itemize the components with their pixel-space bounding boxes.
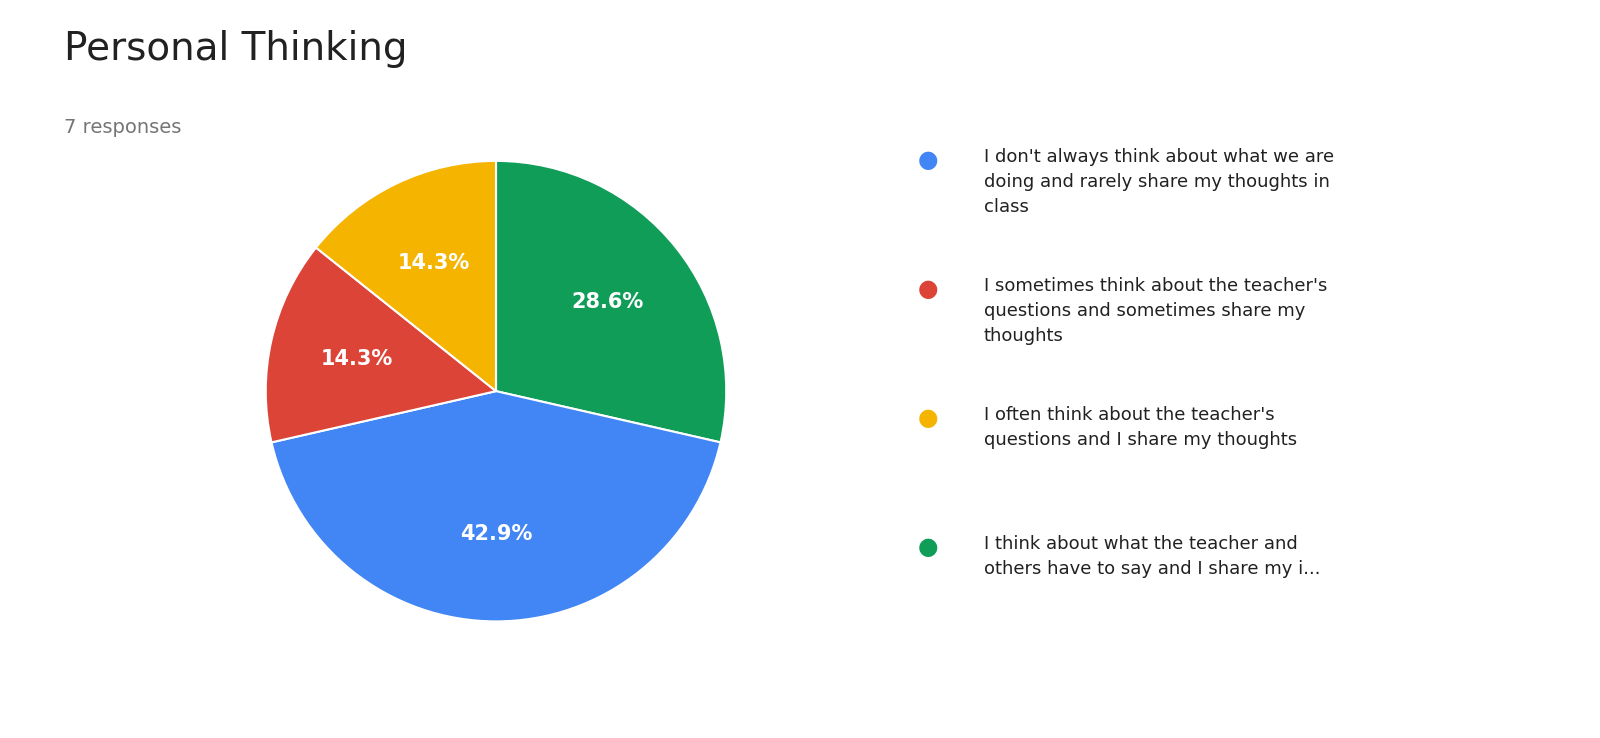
Text: 14.3%: 14.3% xyxy=(320,349,394,370)
Wedge shape xyxy=(496,161,726,442)
Text: 42.9%: 42.9% xyxy=(459,524,533,544)
Wedge shape xyxy=(272,391,720,621)
Wedge shape xyxy=(315,161,496,391)
Text: I think about what the teacher and
others have to say and I share my i...: I think about what the teacher and other… xyxy=(984,535,1320,578)
Text: 28.6%: 28.6% xyxy=(571,292,643,312)
Text: ●: ● xyxy=(918,406,938,430)
Wedge shape xyxy=(266,247,496,442)
Text: I don't always think about what we are
doing and rarely share my thoughts in
cla: I don't always think about what we are d… xyxy=(984,148,1334,215)
Text: ●: ● xyxy=(918,277,938,301)
Text: I often think about the teacher's
questions and I share my thoughts: I often think about the teacher's questi… xyxy=(984,406,1298,449)
Text: ●: ● xyxy=(918,535,938,559)
Text: 14.3%: 14.3% xyxy=(398,252,470,272)
Text: I sometimes think about the teacher's
questions and sometimes share my
thoughts: I sometimes think about the teacher's qu… xyxy=(984,277,1328,345)
Text: ●: ● xyxy=(918,148,938,172)
Text: 7 responses: 7 responses xyxy=(64,118,181,137)
Text: Personal Thinking: Personal Thinking xyxy=(64,30,408,67)
